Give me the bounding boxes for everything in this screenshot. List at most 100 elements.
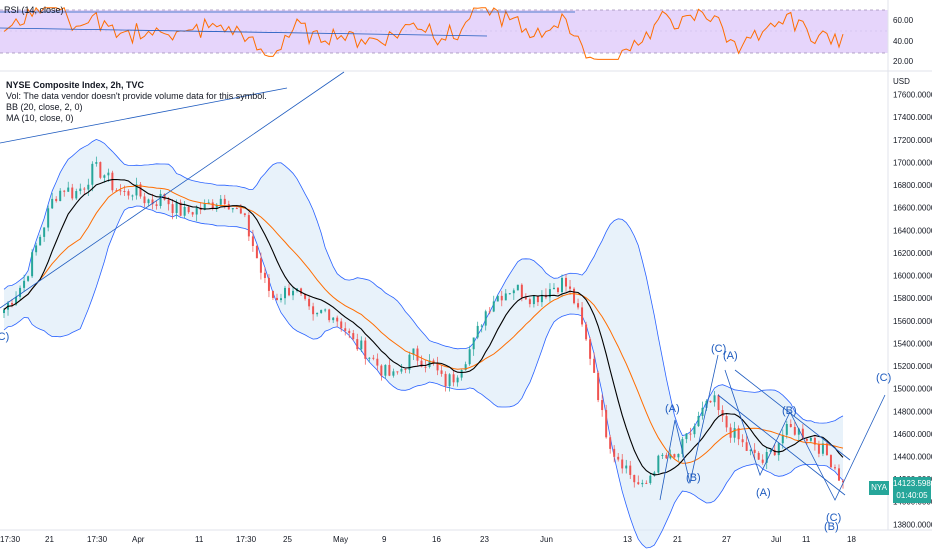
wave-label-a-1: (A): [665, 403, 680, 415]
channel-line-2[interactable]: [734, 369, 851, 461]
candle-body: [360, 340, 363, 350]
price-axis[interactable]: USD 17600.0000 17400.0000 17200.0000 17000.…: [893, 77, 932, 529]
wave-label-a-3: (A): [756, 487, 771, 499]
candle-body: [171, 204, 174, 214]
candle-body: [609, 437, 612, 449]
trendline-lower[interactable]: [0, 71, 345, 309]
candle-body: [416, 348, 419, 361]
candle-body: [821, 443, 824, 454]
candle-body: [119, 190, 122, 192]
wave-lines-2[interactable]: [724, 369, 886, 501]
rsi-label[interactable]: RSI (14, close): [4, 5, 64, 15]
candle-body: [275, 297, 278, 301]
candle-body: [597, 372, 600, 401]
candle-body: [400, 368, 403, 372]
candles: [3, 156, 844, 489]
time-axis[interactable]: 17:30 21 17:30 Apr 11 17:30 25 May 9 16 23 Jun 13 21 2…: [0, 535, 856, 544]
price-tick-label: 17200.0000: [893, 136, 932, 145]
candle-body: [556, 287, 559, 293]
candle-body: [11, 303, 14, 305]
candle-body: [388, 364, 391, 376]
candle-body: [83, 188, 86, 190]
time-tick-label: 25: [283, 535, 292, 544]
candle-body: [35, 245, 38, 253]
candle-body: [657, 455, 660, 473]
candle-body: [769, 449, 772, 452]
candle-body: [593, 358, 596, 373]
wave-label-b-1: (B): [686, 472, 701, 484]
time-tick-label: 13: [623, 535, 632, 544]
candle-body: [167, 199, 170, 205]
candle-body: [565, 277, 568, 287]
candle-body: [364, 340, 367, 359]
bb-basis-line: [3, 185, 844, 464]
time-tick-label: Apr: [132, 535, 145, 544]
time-tick-label: 17:30: [236, 535, 257, 544]
channel-line-1[interactable]: [717, 394, 846, 496]
candle-body: [781, 434, 784, 444]
candle-body: [621, 459, 624, 469]
candle-body: [316, 312, 319, 315]
candle-body: [279, 298, 282, 301]
candle-body: [552, 287, 555, 290]
candle-body: [380, 365, 383, 376]
candle-body: [613, 448, 616, 457]
price-tick-label: 15800.0000: [893, 294, 932, 303]
wave-lines-1[interactable]: [659, 354, 719, 501]
candle-body: [63, 190, 66, 192]
legend-title[interactable]: NYSE Composite Index, 2h, TVC: [6, 80, 145, 90]
candle-body: [721, 410, 724, 417]
bb-fill: [4, 139, 843, 548]
candle-body: [516, 284, 519, 291]
candle-body: [629, 465, 632, 475]
candle-body: [500, 295, 503, 301]
candle-body: [665, 454, 668, 459]
candle-body: [573, 288, 576, 304]
candle-body: [15, 296, 18, 305]
candle-body: [741, 439, 744, 443]
wave-label-c-1: (C): [711, 343, 726, 355]
candle-body: [195, 207, 198, 215]
wave-label-c-2: (C): [826, 512, 841, 524]
candle-body: [27, 276, 30, 281]
candle-body: [540, 294, 543, 303]
price-tick-label: 15400.0000: [893, 339, 932, 348]
candle-body: [155, 204, 158, 206]
price-tick-label: 15600.0000: [893, 317, 932, 326]
candle-body: [677, 453, 680, 458]
price-tick-label: 15200.0000: [893, 362, 932, 371]
candle-body: [444, 373, 447, 387]
candle-body: [259, 258, 262, 273]
legend-bb[interactable]: BB (20, close, 2, 0): [6, 102, 83, 112]
candle-body: [59, 190, 62, 202]
candle-body: [432, 360, 435, 363]
candle-body: [777, 443, 780, 456]
candle-body: [392, 371, 395, 376]
rsi-tick-60: 60.00: [893, 16, 914, 25]
candle-body: [251, 236, 254, 246]
candle-body: [99, 162, 102, 178]
candle-body: [51, 198, 54, 209]
candle-body: [408, 354, 411, 370]
drawings[interactable]: [0, 71, 886, 501]
legend-ma[interactable]: MA (10, close, 0): [6, 113, 74, 123]
candle-body: [215, 204, 218, 209]
candle-body: [372, 357, 375, 359]
trendline-upper[interactable]: [0, 87, 288, 144]
legend-vol[interactable]: Vol: The data vendor doesn't provide vol…: [6, 91, 267, 101]
price-tick-label: 17000.0000: [893, 158, 932, 167]
rsi-trendline-mid[interactable]: [0, 27, 488, 37]
time-tick-label: 27: [722, 535, 731, 544]
candle-body: [263, 272, 266, 278]
candle-body: [312, 306, 315, 315]
candle-body: [737, 428, 740, 440]
candle-body: [396, 371, 399, 373]
candle-body: [589, 339, 592, 359]
candle-body: [532, 295, 535, 305]
candle-body: [151, 199, 154, 205]
candle-body: [753, 449, 756, 453]
candle-body: [440, 370, 443, 374]
candle-body: [332, 317, 335, 321]
price-tick-label: 15000.0000: [893, 385, 932, 394]
